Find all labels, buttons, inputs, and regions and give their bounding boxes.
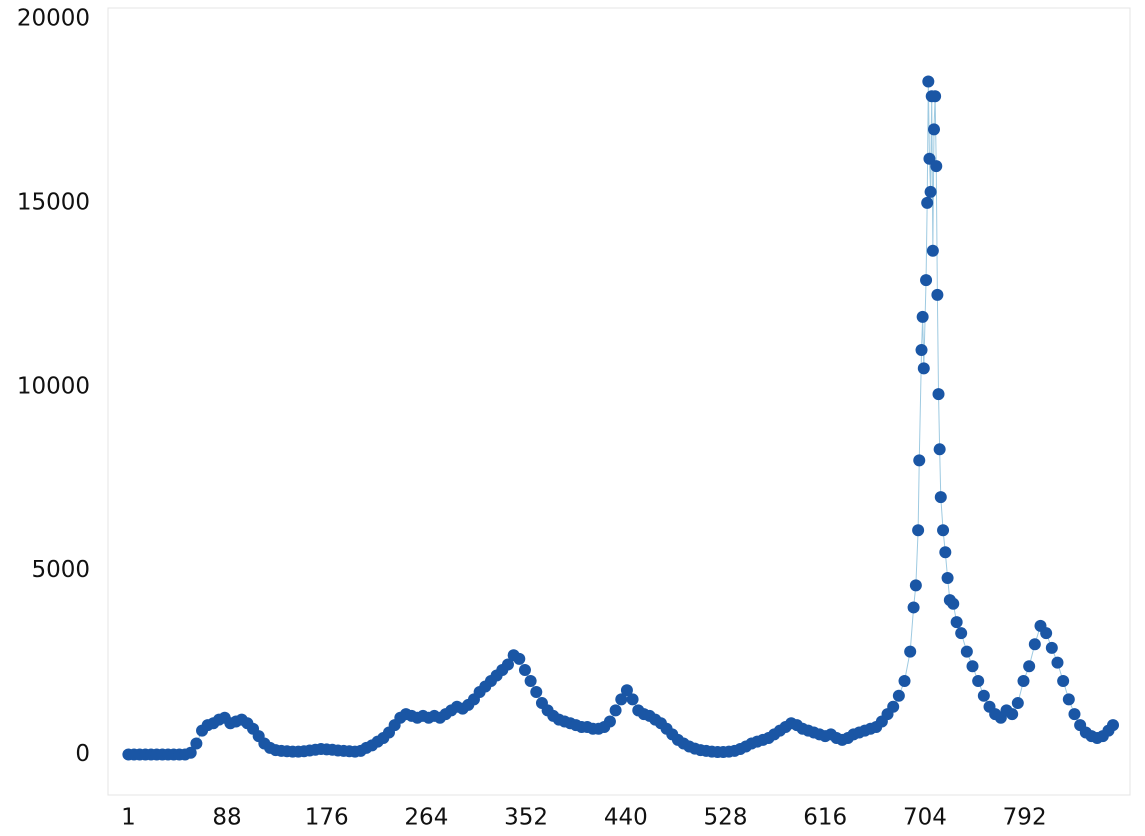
data-point bbox=[909, 579, 922, 592]
data-point bbox=[1023, 660, 1036, 673]
x-tick-label: 704 bbox=[903, 805, 947, 831]
data-point bbox=[917, 362, 930, 375]
data-point bbox=[960, 645, 973, 658]
y-tick-label: 15000 bbox=[17, 189, 90, 215]
data-point bbox=[912, 524, 925, 537]
x-tick-label: 792 bbox=[1003, 805, 1047, 831]
data-point bbox=[1107, 719, 1120, 732]
data-point bbox=[603, 715, 616, 728]
data-point bbox=[626, 693, 639, 706]
data-point bbox=[887, 700, 900, 713]
data-point bbox=[932, 388, 945, 401]
x-tick-label: 440 bbox=[604, 805, 648, 831]
data-point bbox=[916, 310, 929, 323]
data-point bbox=[950, 616, 963, 629]
data-point bbox=[1011, 697, 1024, 710]
data-point bbox=[898, 674, 911, 687]
data-point bbox=[972, 674, 985, 687]
data-point bbox=[1051, 656, 1064, 669]
data-point bbox=[933, 443, 946, 456]
data-point bbox=[939, 546, 952, 559]
data-point bbox=[1040, 627, 1053, 640]
data-point bbox=[941, 572, 954, 585]
data-point bbox=[501, 658, 514, 671]
x-tick-label: 264 bbox=[404, 805, 448, 831]
data-point bbox=[1006, 708, 1019, 721]
x-tick-label: 352 bbox=[504, 805, 548, 831]
data-point bbox=[1017, 674, 1030, 687]
y-tick-label: 20000 bbox=[17, 6, 90, 32]
data-point bbox=[1028, 638, 1041, 651]
data-point bbox=[977, 689, 990, 702]
x-tick-label: 176 bbox=[305, 805, 349, 831]
y-tick-label: 0 bbox=[75, 741, 90, 767]
data-point bbox=[1068, 708, 1081, 721]
data-point bbox=[513, 652, 526, 665]
data-point bbox=[931, 288, 944, 301]
data-point bbox=[966, 660, 979, 673]
data-point bbox=[892, 689, 905, 702]
data-point bbox=[934, 491, 947, 504]
data-point bbox=[955, 627, 968, 640]
plot-frame bbox=[107, 7, 1131, 796]
y-tick-label: 5000 bbox=[31, 557, 90, 583]
data-point bbox=[924, 185, 937, 198]
data-point bbox=[937, 524, 950, 537]
data-point bbox=[530, 686, 543, 699]
data-point bbox=[913, 454, 926, 467]
data-point bbox=[620, 684, 633, 697]
data-point bbox=[1057, 674, 1070, 687]
data-point bbox=[907, 601, 920, 614]
x-tick-label: 88 bbox=[212, 805, 241, 831]
data-point bbox=[518, 663, 531, 676]
data-point bbox=[190, 737, 203, 750]
x-tick-label: 528 bbox=[704, 805, 748, 831]
data-point bbox=[184, 746, 197, 759]
data-point bbox=[609, 704, 622, 717]
data-point bbox=[1045, 641, 1058, 654]
data-point bbox=[922, 75, 935, 88]
data-point bbox=[926, 244, 939, 257]
data-point bbox=[930, 160, 943, 173]
x-tick-label: 1 bbox=[121, 805, 136, 831]
x-tick-label: 616 bbox=[803, 805, 847, 831]
data-point bbox=[524, 674, 537, 687]
y-tick-label: 10000 bbox=[17, 373, 90, 399]
data-point bbox=[915, 344, 928, 357]
data-point bbox=[920, 274, 933, 287]
data-point bbox=[929, 90, 942, 103]
data-point bbox=[947, 597, 960, 610]
data-point bbox=[1062, 693, 1075, 706]
data-point bbox=[921, 196, 934, 209]
data-point bbox=[904, 645, 917, 658]
data-point bbox=[927, 123, 940, 136]
data-point bbox=[615, 693, 628, 706]
